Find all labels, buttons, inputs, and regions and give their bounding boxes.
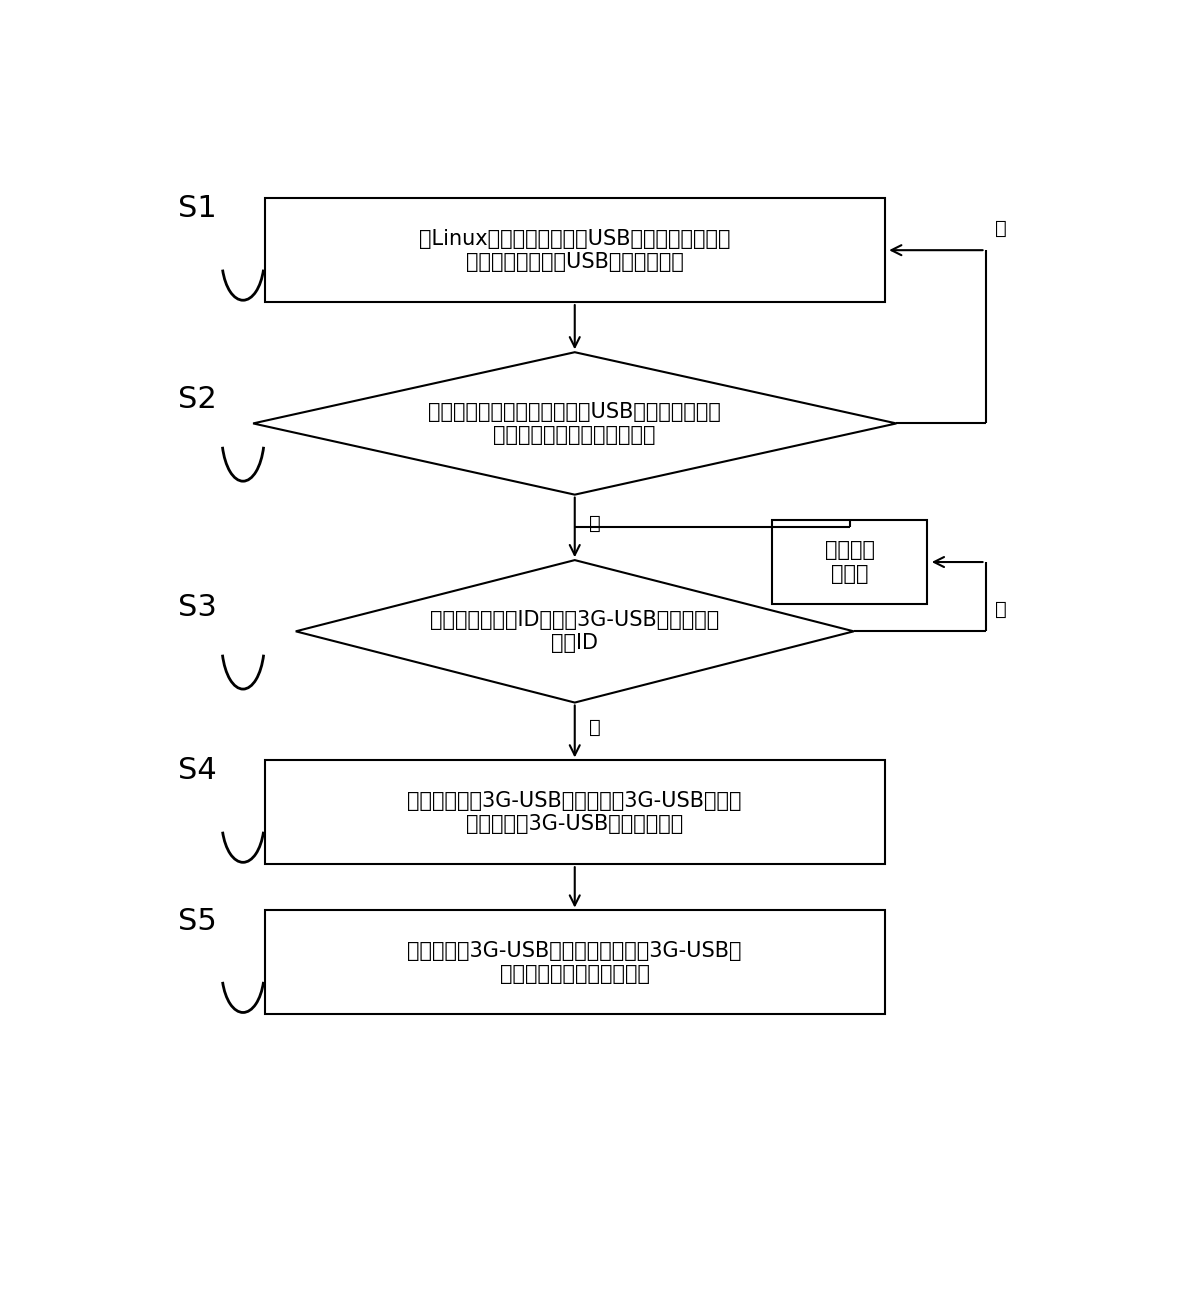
Polygon shape <box>296 560 854 703</box>
Text: S1: S1 <box>178 194 216 224</box>
Text: 判断设备的厂商ID是否为3G-USB网卡设备的
厂商ID: 判断设备的厂商ID是否为3G-USB网卡设备的 厂商ID <box>430 609 720 652</box>
Polygon shape <box>265 198 885 302</box>
Text: 各个驱动分别遍历所有挂载在USB总线上的设备，
并判断驱动是否与该设备匹配: 各个驱动分别遍历所有挂载在USB总线上的设备， 并判断驱动是否与该设备匹配 <box>429 402 721 445</box>
Polygon shape <box>265 910 885 1014</box>
Text: S3: S3 <box>178 592 217 622</box>
Text: 是: 是 <box>589 514 600 533</box>
Text: S5: S5 <box>178 906 216 936</box>
Text: S4: S4 <box>178 756 216 785</box>
Text: 在Linux内核初始化阶段，USB总线注册各个驱动
并扫描所有挂载在USB总线上的设备: 在Linux内核初始化阶段，USB总线注册各个驱动 并扫描所有挂载在USB总线上… <box>419 229 731 272</box>
Polygon shape <box>253 353 897 495</box>
Text: 否: 否 <box>994 219 1006 238</box>
Text: 用户态获取3G-USB网卡信息，并根据3G-USB网
卡信息加载对应的网卡驱动: 用户态获取3G-USB网卡信息，并根据3G-USB网 卡信息加载对应的网卡驱动 <box>407 941 742 984</box>
Polygon shape <box>772 519 928 604</box>
Text: 是: 是 <box>589 719 600 737</box>
Polygon shape <box>265 760 885 865</box>
Text: 将设备识别为3G-USB网卡，保存3G-USB网卡信
息并放弃对3G-USB网卡的初始化: 将设备识别为3G-USB网卡，保存3G-USB网卡信 息并放弃对3G-USB网卡… <box>407 790 742 833</box>
Text: 将该设备
初始化: 将该设备 初始化 <box>824 540 874 583</box>
Text: 否: 否 <box>994 600 1006 620</box>
Text: S2: S2 <box>178 385 216 414</box>
